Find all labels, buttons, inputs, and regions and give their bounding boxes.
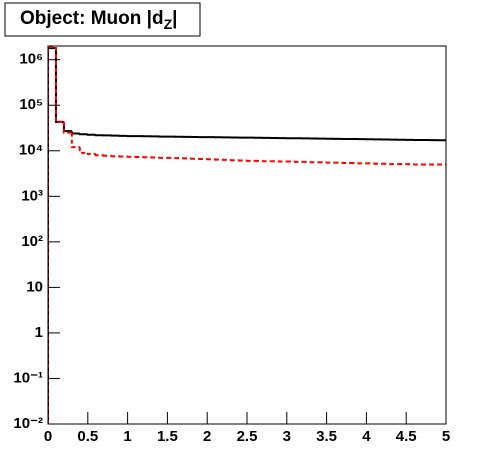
y-tick-label: 10⁴ (19, 142, 43, 159)
histogram-bin (48, 47, 56, 424)
histogram-bin (86, 152, 96, 155)
x-tick-label: 0 (44, 428, 52, 445)
histogram-bin (78, 147, 88, 154)
x-tick-label: 2.5 (237, 428, 258, 445)
histogram-bin (78, 133, 88, 136)
y-tick-label: 1 (35, 324, 43, 341)
y-tick-label: 10⁶ (19, 51, 43, 68)
y-tick-label: 10 (26, 278, 43, 295)
x-tick-label: 5 (442, 428, 450, 445)
y-tick-label: 10³ (21, 187, 43, 204)
x-tick-label: 3 (283, 428, 291, 445)
histogram-bin (54, 47, 64, 123)
x-tick-label: 0.5 (77, 428, 98, 445)
x-tick-label: 1 (123, 428, 131, 445)
y-tick-label: 10² (21, 233, 43, 250)
histogram-bin (110, 155, 120, 158)
y-tick-label: 10⁻² (13, 415, 43, 432)
histogram-bin (94, 153, 104, 157)
title-box (4, 2, 201, 37)
plot-area (48, 46, 446, 424)
x-tick-label: 3.5 (316, 428, 337, 445)
histogram-bin (62, 121, 72, 134)
x-tick-label: 4 (362, 428, 371, 445)
x-tick-label: 4.5 (396, 428, 417, 445)
y-tick-label: 10⁵ (19, 96, 43, 113)
histogram-bin (70, 132, 80, 149)
x-tick-label: 2 (203, 428, 211, 445)
y-tick-label: 10⁻¹ (13, 369, 43, 386)
chart-title: Object: Muon |dZ| (20, 8, 177, 32)
histogram-bin (102, 154, 112, 157)
x-tick-label: 1.5 (157, 428, 178, 445)
